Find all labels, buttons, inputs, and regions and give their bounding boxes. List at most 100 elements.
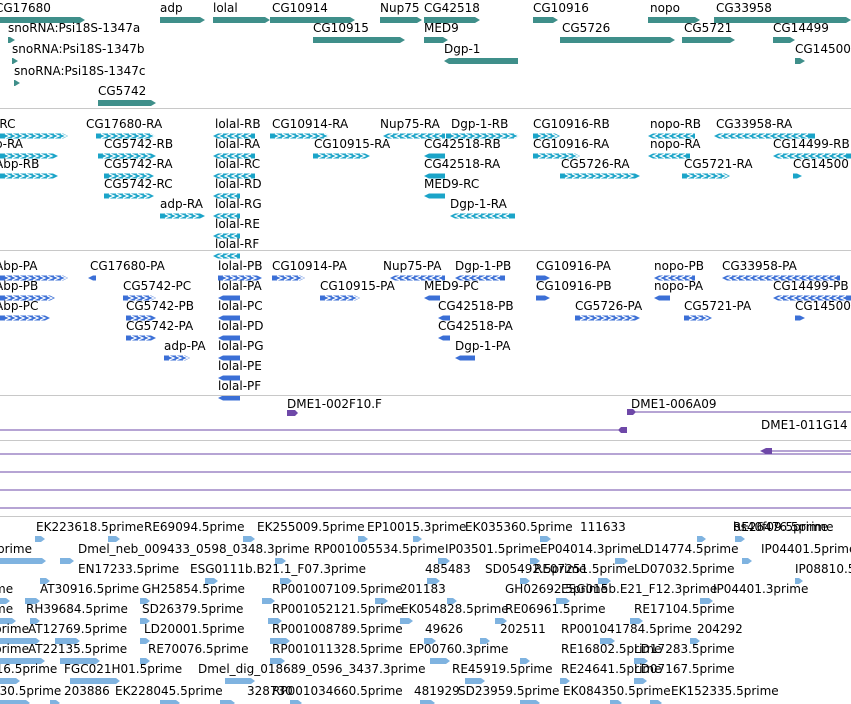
transcript-feature[interactable]: CG10916-RA <box>0 138 851 162</box>
gene-feature[interactable]: CG5742 <box>0 85 851 109</box>
protein-feature[interactable]: CG5742-PB <box>0 300 851 324</box>
protein-feature[interactable]: Dgp-1-PA <box>0 340 851 364</box>
est-feature[interactable]: 328730 <box>0 685 851 704</box>
est-feature[interactable]: 716.5prime <box>0 663 851 684</box>
protein-feature[interactable]: Abp-PA <box>0 260 851 284</box>
est-feature[interactable]: 481929 <box>0 685 851 704</box>
est-feature[interactable]: RE16802.5prime <box>0 643 851 664</box>
est-feature[interactable]: 201183 <box>0 583 851 604</box>
protein-feature[interactable]: CG5726-PA <box>0 300 851 324</box>
protein-feature[interactable]: CG5742-PA <box>0 320 851 344</box>
est-feature[interactable]: prime <box>0 543 851 564</box>
est-feature[interactable]: RE26476.5prime <box>0 521 851 542</box>
est-feature[interactable]: EK084350.5prime <box>0 685 851 704</box>
transcript-feature[interactable]: CG10916-RB <box>0 118 851 142</box>
transcript-feature[interactable]: lolal-RA <box>0 138 851 162</box>
transcript-feature[interactable]: CG33958-RA <box>0 118 851 142</box>
protein-feature[interactable]: CG14500 <box>0 300 851 324</box>
est-feature[interactable]: IP08810.5 <box>0 563 851 584</box>
gene-feature[interactable]: CG10916 <box>0 2 851 26</box>
clone-feature[interactable] <box>0 398 851 438</box>
est-feature[interactable]: 203886 <box>0 685 851 704</box>
est-feature[interactable]: SD23959.5prime <box>0 685 851 704</box>
est-feature[interactable]: IP04401.3prime <box>0 583 851 604</box>
protein-feature[interactable]: Dgp-1-PB <box>0 260 851 284</box>
transcript-feature[interactable]: CG5726-RA <box>0 158 851 182</box>
protein-feature[interactable]: CG33958-PA <box>0 260 851 284</box>
est-feature[interactable]: SD05492.5prime <box>0 563 851 584</box>
est-feature[interactable]: RP001052121.5prime <box>0 603 851 624</box>
est-feature[interactable]: IP04401.5prime <box>0 543 851 564</box>
protein-feature[interactable]: CG14499-PB <box>0 280 851 304</box>
transcript-feature[interactable]: CG5742-RA <box>0 158 851 182</box>
transcript-feature[interactable]: lolal-RF <box>0 238 851 262</box>
gene-feature[interactable]: CG17680 <box>0 2 851 26</box>
est-feature[interactable]: RP001034660.5prime <box>0 685 851 704</box>
est-feature[interactable]: RP001005534.5prime <box>0 543 851 564</box>
transcript-feature[interactable]: adp-RA <box>0 198 851 222</box>
gene-feature[interactable]: Nup75 <box>0 2 851 26</box>
protein-feature[interactable]: lolal-PE <box>0 360 851 384</box>
gene-feature[interactable]: CG5726 <box>0 22 851 46</box>
est-feature[interactable]: EK152335.5prime <box>0 685 851 704</box>
transcript-feature[interactable]: -RC <box>0 118 851 142</box>
clone-feature[interactable]: DME1-006A09 <box>0 398 851 438</box>
gene-feature[interactable]: Dgp-1 <box>0 43 851 67</box>
gene-feature[interactable]: snoRNA:Psi18S-1347a <box>0 22 851 46</box>
gene-feature[interactable]: CG14500 <box>0 43 851 67</box>
transcript-feature[interactable]: Nup75-RA <box>0 118 851 142</box>
transcript-feature[interactable]: nopo-RB <box>0 118 851 142</box>
protein-feature[interactable]: CG42518-PB <box>0 300 851 324</box>
est-feature[interactable]: RP001041784.5prime <box>0 623 851 644</box>
protein-feature[interactable]: lolal-PC <box>0 300 851 324</box>
est-feature[interactable]: EK255009.5prime <box>0 521 851 542</box>
transcript-feature[interactable]: CG14499-RB <box>0 138 851 162</box>
est-feature[interactable]: LD17283.5prime <box>0 643 851 664</box>
est-feature[interactable]: EP04014.3prime <box>0 543 851 564</box>
clone-feature[interactable]: DME1-011G14 <box>0 419 851 459</box>
est-feature[interactable]: bs40f09.5prime <box>0 521 851 542</box>
est-feature[interactable]: 202511 <box>0 623 851 644</box>
protein-feature[interactable]: lolal-PG <box>0 340 851 364</box>
est-feature[interactable]: 485483 <box>0 563 851 584</box>
est-feature[interactable]: RE45919.5prime <box>0 663 851 684</box>
transcript-feature[interactable]: p-RA <box>0 138 851 162</box>
transcript-feature[interactable]: lolal-RD <box>0 178 851 202</box>
transcript-feature[interactable]: lolal-RG <box>0 198 851 222</box>
est-feature[interactable]: IP03501.5prime <box>0 543 851 564</box>
protein-feature[interactable]: CG10914-PA <box>0 260 851 284</box>
transcript-feature[interactable]: CG17680-RA <box>0 118 851 142</box>
gene-feature[interactable]: CG14499 <box>0 22 851 46</box>
protein-feature[interactable]: lolal-PD <box>0 320 851 344</box>
est-feature[interactable]: EN17233.5prime <box>0 563 851 584</box>
gene-feature[interactable]: lolal <box>0 2 851 26</box>
est-feature[interactable]: RE69094.5prime <box>0 521 851 542</box>
transcript-feature[interactable]: CG14500 <box>0 158 851 182</box>
est-feature[interactable]: prime <box>0 643 851 664</box>
protein-feature[interactable]: lolal-PA <box>0 280 851 304</box>
protein-feature[interactable]: CG42518-PA <box>0 320 851 344</box>
est-feature[interactable]: 730.5prime <box>0 685 851 704</box>
est-feature[interactable]: prime <box>0 623 851 644</box>
transcript-feature[interactable]: Dgp-1-RB <box>0 118 851 142</box>
protein-feature[interactable]: CG5721-PA <box>0 300 851 324</box>
gene-feature[interactable]: CG10915 <box>0 22 851 46</box>
transcript-feature[interactable]: nopo-RA <box>0 138 851 162</box>
est-feature[interactable]: RE17104.5prime <box>0 603 851 624</box>
est-feature[interactable]: EK035360.5prime <box>0 521 851 542</box>
transcript-feature[interactable]: MED9-RC <box>0 178 851 202</box>
gene-feature[interactable]: snoRNA:Psi18S-1347c <box>0 65 851 89</box>
protein-feature[interactable]: Abp-PB <box>0 280 851 304</box>
gene-feature[interactable]: adp <box>0 2 851 26</box>
gene-feature[interactable]: CG5721 <box>0 22 851 46</box>
est-feature[interactable]: RP001008789.5prime <box>0 623 851 644</box>
protein-feature[interactable]: lolal-PF <box>0 380 851 404</box>
est-feature[interactable]: LD20001.5prime <box>0 623 851 644</box>
est-feature[interactable]: RE07251.5prime <box>0 563 851 584</box>
est-feature[interactable]: FGC021H01.5prime <box>0 663 851 684</box>
gene-feature[interactable]: MED9 <box>0 22 851 46</box>
est-feature[interactable]: Dmel_dig_018689_0596_3437.3prime <box>0 663 851 684</box>
protein-feature[interactable]: adp-PA <box>0 340 851 364</box>
transcript-feature[interactable]: CG5742-RC <box>0 178 851 202</box>
